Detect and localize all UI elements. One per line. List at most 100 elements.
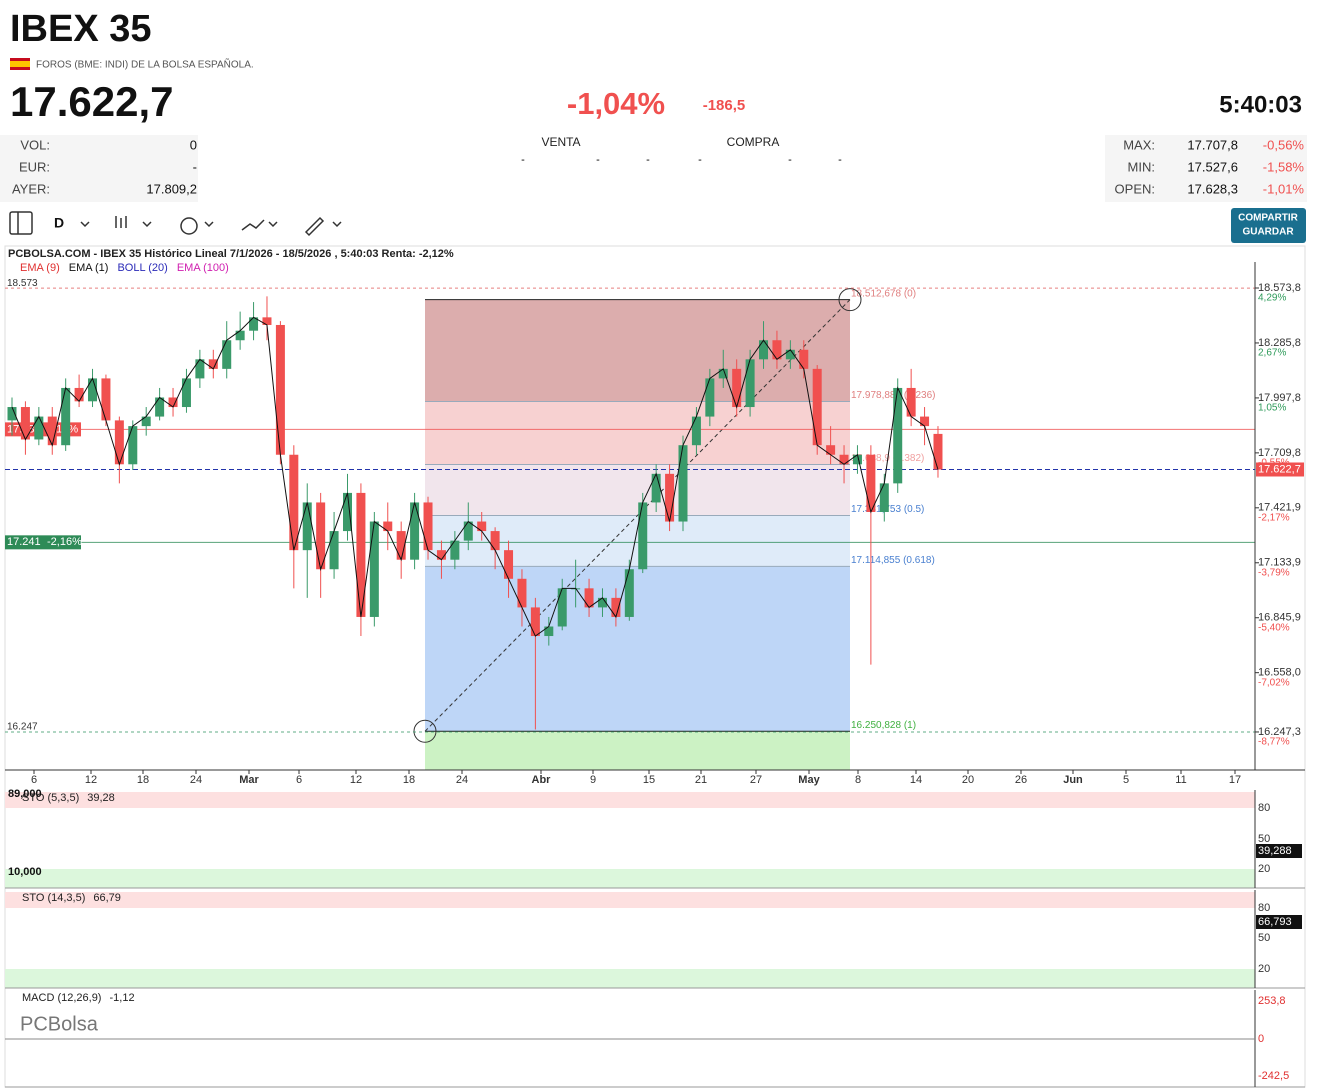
fib-zone bbox=[425, 731, 850, 770]
button-label[interactable]: COMPARTIR bbox=[1238, 213, 1299, 224]
x-tick-label: 14 bbox=[910, 774, 922, 786]
fib-label: 18.512,678 (0) bbox=[851, 288, 916, 299]
pane-tick-label: 50 bbox=[1258, 932, 1270, 944]
level-label: 17.241 bbox=[7, 536, 41, 548]
button-label[interactable]: GUARDAR bbox=[1242, 227, 1294, 238]
toolbar-icon[interactable] bbox=[241, 219, 265, 231]
x-tick-label: 20 bbox=[962, 774, 974, 786]
candle-body bbox=[155, 397, 165, 417]
fib-zone bbox=[425, 566, 850, 732]
sell-value: - bbox=[521, 154, 525, 166]
candle-body bbox=[436, 550, 446, 560]
candle-body bbox=[369, 521, 379, 617]
candle-body bbox=[302, 502, 312, 551]
period[interactable]: D bbox=[54, 215, 64, 231]
toolbar-icon[interactable] bbox=[9, 211, 33, 235]
indicator-name: STO (5,3,5) bbox=[22, 792, 79, 804]
candle-body bbox=[785, 349, 795, 360]
x-tick-label: 6 bbox=[296, 774, 302, 786]
x-tick-label: 27 bbox=[750, 774, 762, 786]
candle-body bbox=[490, 531, 500, 551]
candle-body bbox=[732, 368, 742, 408]
candle-body bbox=[47, 416, 57, 446]
pane-extra-label: 89,000 bbox=[8, 788, 42, 800]
y-tick-change: -5,40% bbox=[1258, 622, 1290, 633]
level-label: 18.573 bbox=[7, 278, 38, 289]
y-tick-label: 16.845,9 bbox=[1258, 612, 1301, 624]
toolbar-icon[interactable] bbox=[180, 217, 198, 235]
stat-value: 17.707,8 bbox=[1187, 137, 1238, 152]
time: 5:40:03 bbox=[1219, 91, 1302, 118]
x-tick-label: 5 bbox=[1123, 774, 1129, 786]
y-tick-change: -2,17% bbox=[1258, 512, 1290, 523]
stat-value: - bbox=[193, 159, 197, 174]
sell-label: VENTA bbox=[541, 135, 580, 149]
stat-value: 17.809,2 bbox=[146, 181, 197, 196]
logo: PCBolsa bbox=[20, 1013, 99, 1035]
toolbar-icon[interactable] bbox=[115, 216, 127, 228]
candle-body bbox=[799, 349, 809, 369]
pane-tick-label: 0 bbox=[1258, 1033, 1264, 1045]
fib-handle bbox=[838, 288, 862, 312]
oversold-zone bbox=[5, 969, 1255, 988]
candle-body bbox=[262, 317, 272, 325]
level-tag bbox=[5, 535, 81, 550]
candle-body bbox=[517, 578, 527, 608]
x-tick-label: 24 bbox=[456, 774, 468, 786]
candle-body bbox=[624, 569, 634, 617]
candle-body bbox=[222, 340, 232, 369]
candle-body bbox=[678, 445, 688, 522]
price: 17.622,7 bbox=[10, 78, 174, 125]
stat-change: -0,56% bbox=[1263, 137, 1305, 152]
x-tick-label: Jun bbox=[1063, 774, 1083, 786]
toolbar-icon[interactable] bbox=[304, 216, 325, 237]
level-label: 16.247 bbox=[7, 722, 38, 733]
pane-tick-label: 253,8 bbox=[1258, 995, 1286, 1007]
share-button[interactable] bbox=[1231, 208, 1306, 243]
buy-value: - bbox=[698, 154, 702, 166]
candle-body bbox=[168, 397, 178, 408]
x-tick-label: 17 bbox=[1229, 774, 1241, 786]
candle-body bbox=[7, 407, 17, 421]
y-tick-change: -3,79% bbox=[1258, 567, 1290, 578]
candle-body bbox=[208, 359, 218, 369]
x-tick-label: May bbox=[798, 774, 820, 786]
candle-body bbox=[141, 416, 151, 427]
stat-value: 17.527,6 bbox=[1187, 159, 1238, 174]
stat-value: 17.628,3 bbox=[1187, 181, 1238, 196]
candle-body bbox=[759, 340, 769, 360]
candle-body bbox=[893, 387, 903, 484]
fib-diagonal bbox=[424, 299, 851, 732]
change: -186,5 bbox=[703, 97, 746, 114]
buy-value: - bbox=[838, 154, 842, 166]
subtitle: FOROS (BME: INDI) DE LA BOLSA ESPAÑOLA. bbox=[36, 58, 254, 71]
y-tick-label: 17.997,8 bbox=[1258, 392, 1301, 404]
candle-body bbox=[530, 607, 540, 637]
candle-body bbox=[235, 330, 245, 341]
last-tag bbox=[1256, 462, 1304, 477]
y-tick-label: 16.247,3 bbox=[1258, 726, 1301, 738]
stat-change: -1,01% bbox=[1263, 181, 1305, 196]
candle-body bbox=[691, 416, 701, 446]
candle-body bbox=[705, 378, 715, 417]
x-tick-label: 24 bbox=[190, 774, 202, 786]
y-tick-change: 1,05% bbox=[1258, 403, 1286, 414]
candle-body bbox=[88, 378, 98, 402]
pane-tick-label: 20 bbox=[1258, 963, 1270, 975]
x-tick-label: 11 bbox=[1175, 774, 1186, 786]
legend-entry: EMA (100) bbox=[177, 262, 229, 274]
candle-body bbox=[101, 378, 111, 421]
y-tick-label: 16.558,0 bbox=[1258, 667, 1301, 679]
x-tick-label: 9 bbox=[590, 774, 596, 786]
candle-body bbox=[289, 454, 299, 551]
pane-last-label: 66,793 bbox=[1258, 916, 1292, 928]
pane-tick-label: 20 bbox=[1258, 863, 1270, 875]
candle-body bbox=[933, 433, 943, 470]
candle-body bbox=[638, 502, 648, 570]
overbought-zone bbox=[5, 892, 1255, 908]
x-tick-label: 26 bbox=[1015, 774, 1027, 786]
stat-label: VOL: bbox=[20, 137, 50, 152]
candle-body bbox=[195, 359, 205, 379]
candle-body bbox=[423, 502, 433, 551]
